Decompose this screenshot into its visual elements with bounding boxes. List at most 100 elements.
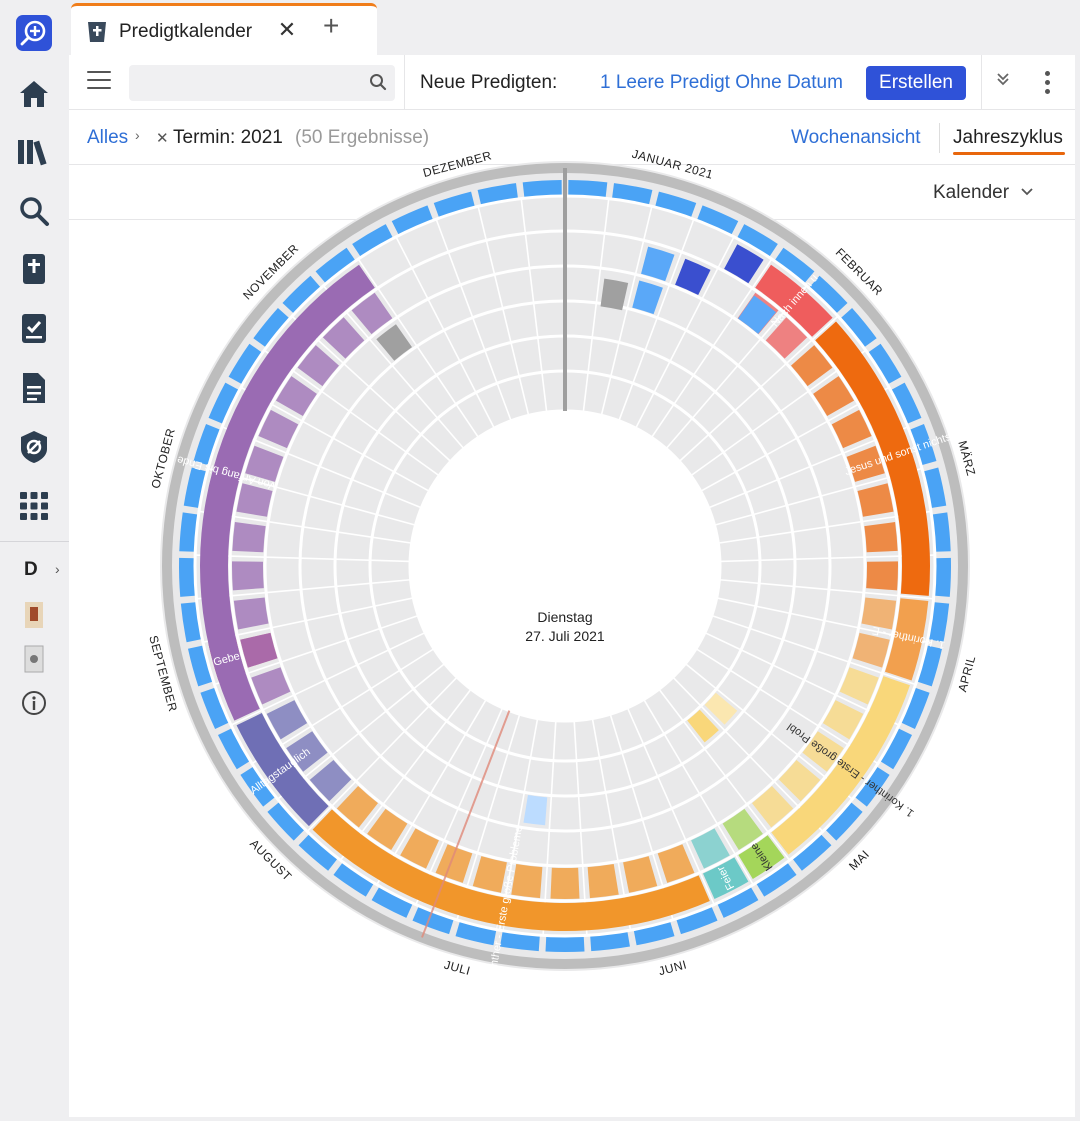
left-rail: D › — [0, 0, 69, 1121]
series-week-block — [587, 864, 619, 899]
series-arc — [312, 809, 710, 932]
add-tab-icon[interactable]: + — [323, 10, 340, 41]
shield-icon[interactable] — [15, 428, 53, 466]
grid-spoke — [339, 688, 472, 861]
series-arc — [771, 676, 910, 855]
grid-spoke — [477, 206, 530, 416]
series-week-block — [813, 376, 855, 417]
series-week-block — [351, 292, 393, 335]
book-cover-thumb-icon[interactable] — [15, 596, 53, 634]
grid-spoke — [542, 720, 557, 936]
week-segment — [193, 424, 221, 466]
series-week-block — [400, 828, 439, 869]
grid-spoke — [591, 718, 632, 931]
bible-icon[interactable] — [15, 251, 53, 289]
week-segment — [315, 247, 356, 284]
term-filter-label: Termin: 2021 — [173, 127, 283, 148]
series-week-block — [286, 731, 328, 772]
tab-predigtkalender[interactable]: Predigtkalender ✕ — [71, 3, 377, 55]
series-arc — [236, 713, 329, 827]
series-week-block — [297, 345, 339, 387]
week-segment — [179, 557, 197, 597]
grid-spoke — [240, 386, 430, 492]
section-letter[interactable]: D — [24, 559, 38, 580]
series-week-block — [367, 808, 408, 851]
chevron-down-icon[interactable] — [1021, 184, 1033, 199]
series-arc — [200, 264, 375, 721]
double-chevron-down-icon[interactable] — [995, 71, 1011, 92]
week-segment — [916, 645, 943, 687]
search-icon[interactable] — [15, 192, 53, 230]
week-segment — [900, 687, 930, 729]
week-segment — [545, 935, 585, 952]
week-segment — [282, 275, 322, 314]
close-icon[interactable]: ✕ — [277, 17, 297, 42]
grid-spoke — [263, 349, 440, 477]
search-icon — [369, 73, 387, 96]
grid-spoke — [626, 707, 715, 905]
center-day: Dienstag — [537, 609, 592, 625]
document-icon[interactable] — [15, 369, 53, 407]
series-week-block — [322, 317, 365, 359]
series-week-block — [309, 759, 352, 802]
more-options-icon[interactable] — [1045, 71, 1051, 98]
sermon-block — [738, 295, 777, 334]
series-arc — [815, 321, 930, 596]
week-segment — [854, 766, 890, 807]
apps-grid-icon[interactable] — [15, 487, 53, 525]
week-segment — [825, 801, 863, 841]
grid-spoke — [221, 426, 422, 509]
sermon-block — [687, 709, 719, 743]
grid-spoke — [684, 663, 853, 800]
week-segment — [808, 275, 848, 314]
year-cycle-wheel[interactable]: JANUAR 2021FEBRUARMÄRZAPRILMAIJUNIJULIAU… — [69, 55, 1075, 1117]
week-segment — [412, 905, 454, 935]
search-input[interactable] — [129, 65, 395, 101]
empty-sermon-link[interactable]: 1 Leere Predigt Ohne Datum — [600, 72, 843, 93]
new-sermons-label: Neue Predigten: — [420, 72, 558, 93]
view-divider — [939, 123, 940, 153]
series-week-block — [691, 828, 730, 869]
series-week-block — [866, 561, 899, 591]
series-week-block — [822, 700, 864, 740]
year-cycle-tab[interactable]: Jahreszyklus — [953, 127, 1063, 148]
sermon-calendar-icon — [87, 20, 107, 49]
info-icon[interactable] — [15, 684, 53, 722]
breadcrumb-all[interactable]: Alles — [87, 127, 129, 148]
series-week-block — [861, 597, 897, 630]
create-button[interactable]: Erstellen — [866, 66, 966, 100]
calendar-select[interactable]: Kalender — [933, 182, 1010, 203]
app-logo-icon[interactable] — [15, 14, 53, 52]
home-icon[interactable] — [15, 75, 53, 113]
grid-spoke — [658, 688, 791, 861]
week-segment — [792, 833, 832, 871]
remove-filter-icon[interactable]: ✕ — [156, 130, 169, 147]
chevron-right-icon[interactable]: › — [55, 561, 60, 577]
week-segment — [433, 191, 475, 219]
series-week-block — [802, 731, 844, 772]
menu-icon[interactable] — [87, 71, 111, 93]
series-week-block — [240, 632, 278, 668]
grid-spoke — [672, 676, 824, 833]
series-week-block — [233, 597, 269, 630]
series-week-block — [435, 844, 473, 883]
library-icon[interactable] — [15, 133, 53, 171]
book-thumb-icon[interactable] — [15, 640, 53, 678]
series-week-block — [275, 376, 317, 417]
sermon-block — [704, 692, 738, 725]
week-segment — [298, 833, 338, 871]
week-view-tab[interactable]: Wochenansicht — [791, 127, 921, 148]
week-segment — [333, 862, 375, 897]
active-tab-underline — [953, 152, 1065, 155]
series-week-block — [722, 808, 763, 851]
checklist-icon[interactable] — [15, 310, 53, 348]
series-week-block — [245, 445, 284, 482]
grid-spoke — [498, 718, 539, 931]
grid-spoke — [695, 648, 879, 765]
week-segment — [371, 886, 413, 918]
week-segment — [228, 343, 263, 385]
grid-spoke — [719, 578, 934, 600]
week-segment — [909, 424, 937, 466]
series-week-block — [266, 700, 308, 740]
week-segment — [696, 205, 739, 236]
